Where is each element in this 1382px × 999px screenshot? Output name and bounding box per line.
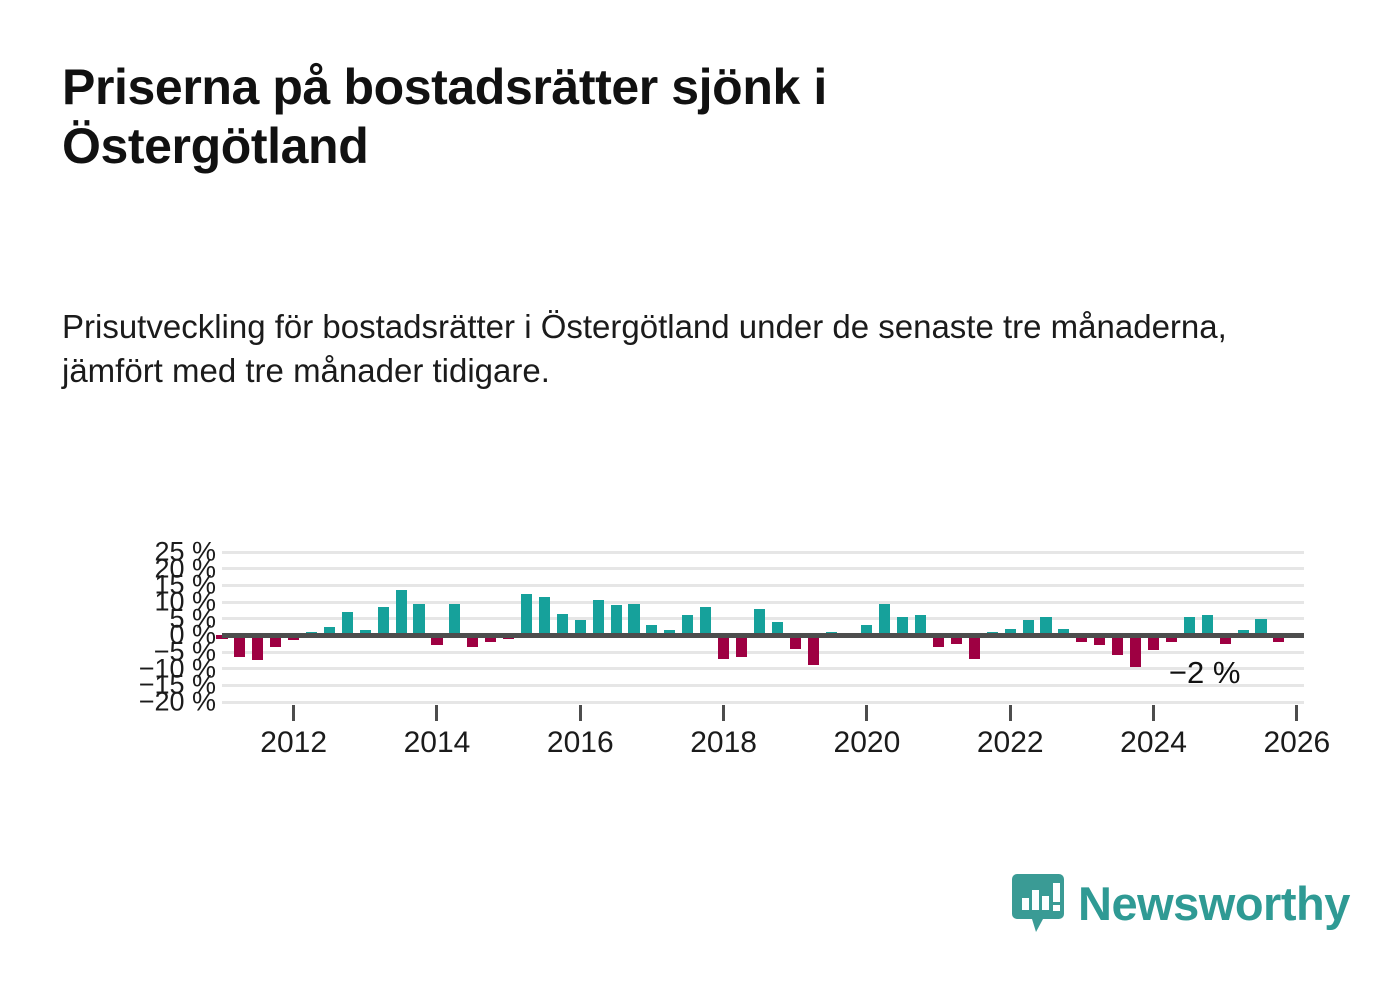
last-value-annotation: −2 % [1168,655,1241,691]
bar [1130,635,1142,667]
bar [323,627,336,636]
x-tick-label: 2026 [1263,726,1331,759]
bar [1165,635,1177,642]
bar [431,635,443,646]
x-tick-label: 2012 [260,726,328,759]
bar [556,613,568,636]
y-axis: 25 % 20 % 15 % 10 % 5 % 0 % −5 % −10 % −15 % −20 … [104,538,216,715]
logo-wordmark: Newsworthy [1078,876,1350,930]
bar [807,635,819,666]
x-axis: 2012 2014 2016 2018 2020 2022 2024 2026 [222,702,1330,772]
bar [628,603,640,636]
bar [879,603,891,636]
bar [1022,620,1034,636]
gridline [222,550,1304,554]
bar [950,635,962,644]
bar [1255,618,1267,636]
bar [234,635,246,657]
x-tick-label: 2020 [833,726,901,759]
bar [538,597,550,636]
bar [735,635,748,657]
bar [270,635,282,647]
bar [1076,635,1088,642]
page-title: Priserna på bostadsrätter sjönk i Österg… [62,59,827,174]
bar [449,603,461,636]
gridline [222,567,1304,571]
x-tick [292,705,296,721]
bar [395,590,407,636]
bar [915,615,927,636]
bar [1273,635,1285,642]
x-tick-label: 2024 [1120,726,1187,759]
bar [789,635,801,649]
bar [467,635,479,647]
bar [1094,635,1106,646]
gridline [222,600,1304,604]
y-tick-label: 5 % [169,603,216,634]
bar [288,635,300,641]
bar-chart-speech-bubble-icon [1011,872,1065,934]
zero-axis-line [222,632,1304,638]
bar [968,635,980,659]
bar [700,607,712,636]
bar [1112,635,1124,656]
bar [771,622,783,636]
bar-chart: 25 % 20 % 15 % 10 % 5 % 0 % −5 % −10 % −15 % −20 … [104,538,1331,777]
bar [646,625,658,636]
newsworthy-logo[interactable]: Newsworthy [1011,872,1350,934]
y-tick-label: 25 % [154,536,216,567]
x-tick-label: 2018 [690,726,757,759]
x-tick [578,705,582,721]
y-tick-label: −10 % [138,653,216,684]
y-tick-label: −5 % [153,636,216,667]
bar [1058,628,1070,636]
bar [377,607,389,636]
bar [1147,635,1160,651]
x-tick [435,705,439,721]
x-tick [1008,705,1012,721]
gridline [222,650,1304,654]
x-tick-label: 2016 [546,726,614,759]
gridline [222,583,1304,587]
bar [753,608,765,636]
bar [861,625,873,636]
x-tick [1295,705,1299,721]
bar [413,603,425,636]
bar [933,635,945,647]
y-tick-label: 15 % [154,569,216,600]
gridline [222,683,1304,687]
bar [682,615,694,636]
bar [897,617,909,636]
plot-area [216,550,1304,704]
bar [485,635,497,642]
y-tick-label: 20 % [154,553,216,584]
bar [1219,635,1231,644]
bar [718,635,730,659]
bar [341,612,353,636]
bar [1004,628,1016,636]
x-tick-label: 2014 [403,726,471,759]
x-tick [865,705,869,721]
bar [1183,617,1195,636]
bar [1040,617,1052,636]
x-tick [1152,705,1156,721]
y-tick-label: −15 % [138,669,216,700]
bar [574,620,586,636]
y-tick-label: 10 % [154,586,216,617]
y-tick-label: −20 % [138,686,216,717]
x-tick-label: 2022 [976,726,1044,759]
bar [520,593,533,636]
bar [252,635,264,661]
bar [1201,615,1213,636]
bar [610,605,622,636]
gridline [222,667,1304,671]
x-tick [722,705,726,721]
bar [592,600,604,636]
y-tick-label: 0 % [169,619,216,650]
page-subtitle: Prisutveckling för bostadsrätter i Öster… [62,308,1227,389]
gridline [222,700,1304,704]
